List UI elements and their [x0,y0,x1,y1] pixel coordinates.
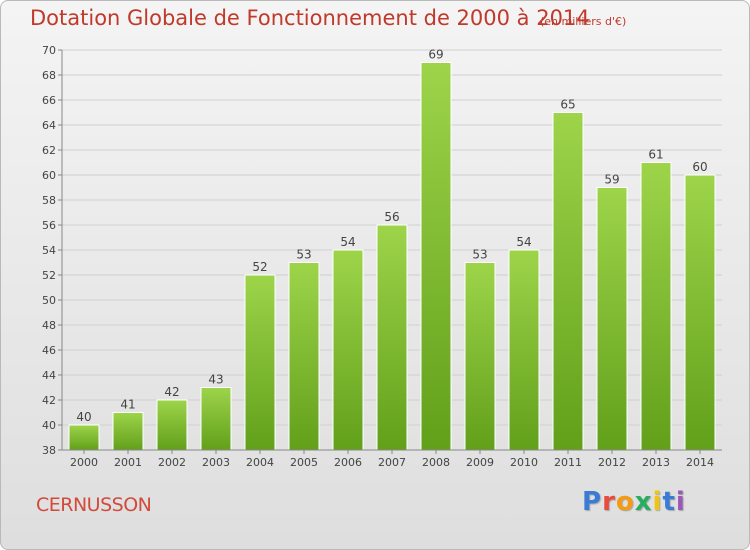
x-tick-label: 2014 [686,456,714,469]
y-tick-label: 42 [42,394,56,407]
y-tick-label: 60 [42,169,56,182]
bar-value-label: 61 [648,148,663,162]
bar-value-label: 60 [692,160,707,174]
y-tick-label: 50 [42,294,56,307]
bar [112,412,144,451]
bar [156,399,188,451]
bar-value-label: 41 [120,398,135,412]
x-tick-label: 2011 [554,456,582,469]
bar [552,112,584,451]
chart-subtitle: (en milliers d'€) [540,15,627,28]
x-tick-label: 2002 [158,456,186,469]
y-tick-label: 62 [42,144,56,157]
bar [596,187,628,451]
x-tick-label: 2003 [202,456,230,469]
bar [376,224,408,451]
x-tick-label: 2013 [642,456,670,469]
y-tick-label: 40 [42,419,56,432]
bar-value-label: 43 [208,373,223,387]
y-tick-label: 66 [42,94,56,107]
y-tick-label: 46 [42,344,56,357]
bar [200,387,232,451]
bar-value-label: 65 [560,98,575,112]
bar [332,249,364,451]
city-name: CERNUSSON [36,494,152,516]
bar-value-label: 40 [76,410,91,424]
x-tick-label: 2009 [466,456,494,469]
bar-value-label: 53 [296,248,311,262]
logo-letter: i [652,487,663,517]
x-tick-label: 2010 [510,456,538,469]
bar [684,174,716,451]
x-tick-label: 2007 [378,456,406,469]
y-tick-label: 70 [42,44,56,57]
bar [640,162,672,451]
y-tick-label: 64 [42,119,56,132]
x-tick-label: 2000 [70,456,98,469]
y-tick-label: 52 [42,269,56,282]
logo-letter: o [615,487,635,517]
proxiti-logo[interactable]: Proxiti [582,487,686,517]
bar-value-label: 59 [604,173,619,187]
logo-letter: x [634,487,653,517]
y-tick-label: 58 [42,194,56,207]
y-tick-label: 54 [42,244,56,257]
y-tick-label: 56 [42,219,56,232]
bar-value-label: 53 [472,248,487,262]
logo-letter: t [662,487,676,517]
bar [508,249,540,451]
bar-value-label: 54 [516,235,531,249]
bar [68,424,100,451]
logo-letter: P [582,487,603,517]
bar-value-label: 52 [252,260,267,274]
axes: 38 40 42 44 46 48 50 52 54 56 58 60 62 64 66 68 70 2000 20… [42,44,722,469]
logo-letter: r [602,487,616,517]
x-tick-label: 2008 [422,456,450,469]
bar-value-label: 54 [340,235,355,249]
bar [244,274,276,451]
x-tick-label: 2004 [246,456,274,469]
bar [464,262,496,451]
x-tick-label: 2012 [598,456,626,469]
y-tick-label: 48 [42,319,56,332]
bar [420,62,452,451]
bar-value-label: 69 [428,48,443,62]
x-tick-label: 2005 [290,456,318,469]
y-tick-label: 44 [42,369,56,382]
chart-title: Dotation Globale de Fonctionnement de 20… [30,6,590,30]
logo-letter: i [675,487,686,517]
bar-value-label: 42 [164,385,179,399]
y-tick-label: 68 [42,69,56,82]
bar-value-label: 56 [384,210,399,224]
x-tick-label: 2006 [334,456,362,469]
bars: 40 41 42 43 52 53 54 56 69 53 54 65 59 61 60 [68,48,716,451]
x-tick-label: 2001 [114,456,142,469]
y-tick-label: 38 [42,444,56,457]
bar [288,262,320,451]
